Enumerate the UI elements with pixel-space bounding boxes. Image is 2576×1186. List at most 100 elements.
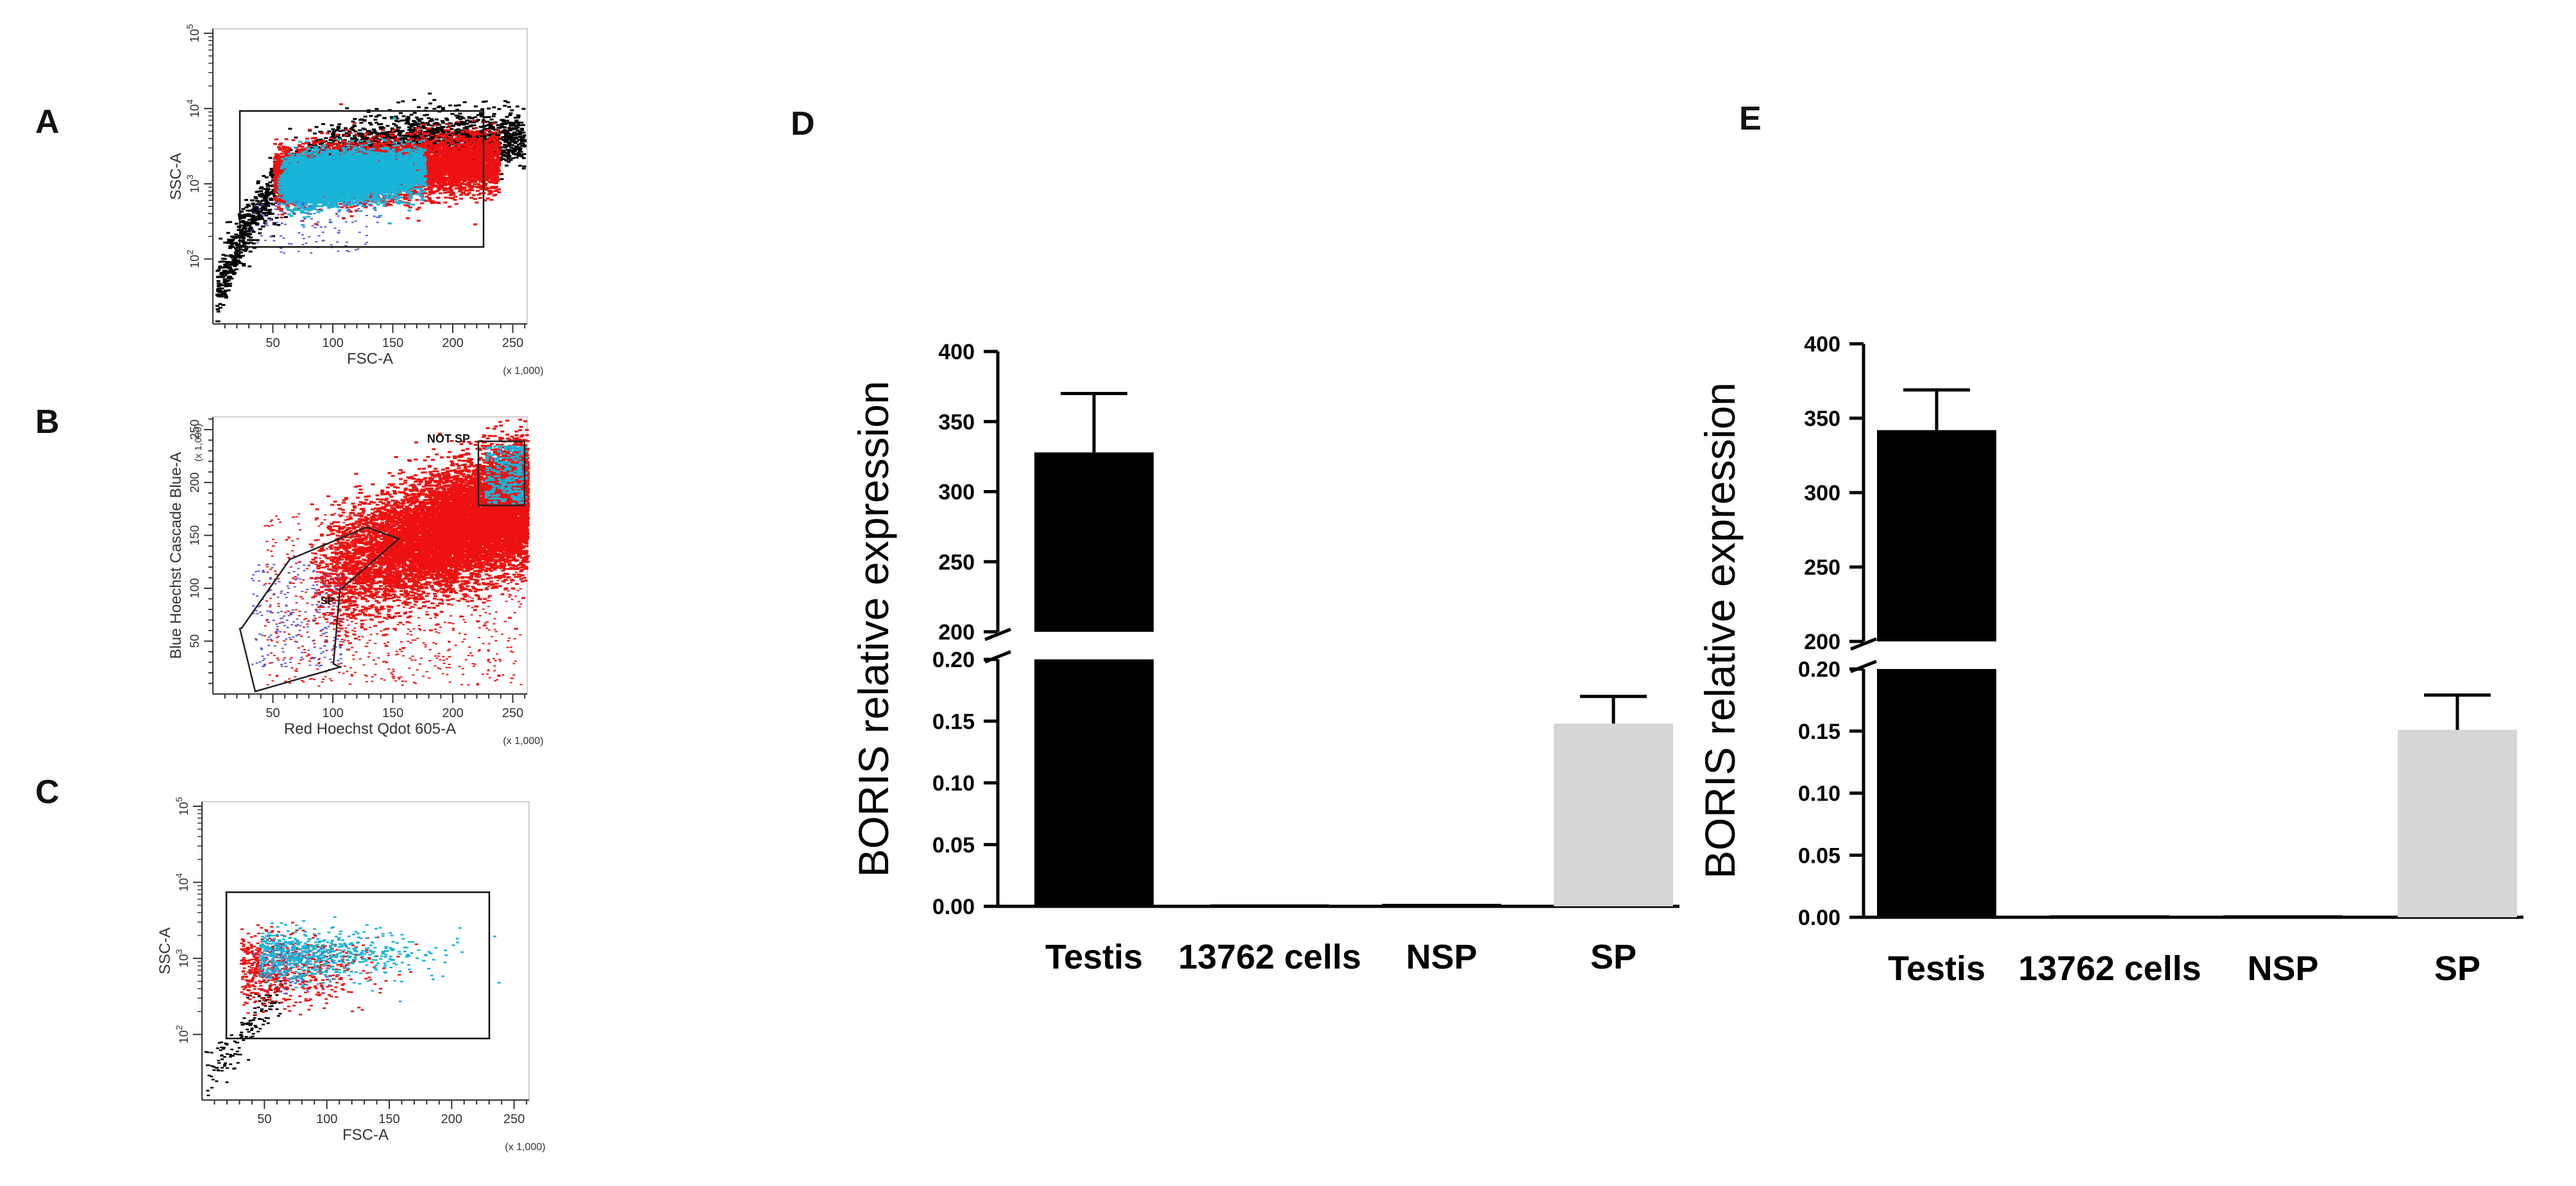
x-tick-label: 150 bbox=[382, 336, 403, 350]
y-tick-label-upper: 350 bbox=[938, 410, 975, 434]
x-tick-label: 250 bbox=[502, 336, 523, 350]
x-tick-label: 150 bbox=[378, 1112, 400, 1126]
not-sp-gate-label: NOT SP bbox=[427, 432, 470, 445]
y-axis-label: BORIS relative expression bbox=[850, 381, 897, 877]
panel-letter-a: A bbox=[35, 103, 60, 140]
x-tick-label: 100 bbox=[322, 336, 343, 350]
x-tick-label: 250 bbox=[503, 1112, 525, 1126]
bar-13762-cells bbox=[1210, 904, 1329, 906]
scatter-points bbox=[215, 92, 527, 323]
y-tick-label-lower: 0.20 bbox=[1798, 657, 1840, 682]
y-tick-label: 102 bbox=[174, 1025, 191, 1044]
x-tick-label: 250 bbox=[502, 706, 523, 720]
x-tick-label: 200 bbox=[442, 706, 463, 720]
panel-letter-d: D bbox=[791, 105, 815, 142]
y-tick-label-lower: 0.10 bbox=[932, 772, 975, 796]
category-label: Testis bbox=[1888, 949, 1985, 988]
bar-nsp bbox=[1382, 904, 1501, 906]
y-tick-label: 100 bbox=[189, 578, 202, 598]
y-tick-label-upper: 200 bbox=[1804, 630, 1840, 654]
flow-plot-a: 50 100 150 200 250 FSC-A (x 1,000) 102 103 104 105… bbox=[167, 24, 544, 377]
y-tick-label-lower: 0.05 bbox=[1798, 843, 1840, 868]
bar-sp bbox=[1554, 724, 1673, 906]
y-tick-label: 250 bbox=[189, 419, 202, 440]
y-tick-label: 200 bbox=[189, 472, 202, 493]
scatter-points bbox=[253, 949, 332, 995]
y-multiplier: (x 1,000) bbox=[193, 423, 204, 461]
y-tick-label-lower: 0.00 bbox=[1798, 906, 1840, 930]
x-multiplier: (x 1,000) bbox=[505, 1142, 545, 1153]
panel-letter-c: C bbox=[35, 774, 60, 811]
x-multiplier: (x 1,000) bbox=[503, 736, 543, 747]
scatter-points bbox=[258, 916, 501, 1003]
y-tick-label-lower: 0.20 bbox=[932, 648, 975, 672]
scatter-points bbox=[204, 956, 285, 1097]
scatter-points bbox=[308, 418, 530, 651]
axis-break-mark bbox=[1850, 637, 1877, 651]
y-tick-label: 105 bbox=[185, 24, 202, 42]
category-label: SP bbox=[1590, 938, 1637, 976]
y-tick-label-lower: 0.15 bbox=[932, 709, 975, 734]
y-tick-label: 104 bbox=[185, 99, 202, 118]
y-tick-label-upper: 250 bbox=[1804, 555, 1840, 580]
category-label: 13762 cells bbox=[1178, 938, 1361, 976]
x-tick-label: 150 bbox=[382, 706, 403, 720]
y-tick-label: 105 bbox=[174, 797, 191, 815]
category-label: 13762 cells bbox=[2018, 949, 2201, 988]
bar-sp bbox=[2398, 729, 2517, 917]
scatter-points bbox=[251, 201, 381, 254]
bar-chart-e: 200 250 300 350 400 0.00 0.05 0.10 0.15 0.20 BORIS… bbox=[1696, 332, 2523, 988]
x-axis-label: Red Hoechst Qdot 605-A bbox=[284, 720, 456, 738]
y-axis-label: SSC-A bbox=[167, 153, 185, 199]
flow-plot-b: 50 100 150 200 250 Red Hoechst Qdot 605-A (x 1… bbox=[167, 416, 544, 747]
y-tick-label: 104 bbox=[174, 873, 191, 892]
x-multiplier: (x 1,000) bbox=[503, 366, 543, 377]
sp-gate-polygon bbox=[239, 526, 401, 693]
gate-rectangle bbox=[239, 110, 485, 248]
panel-letter-e: E bbox=[1739, 100, 1762, 137]
y-tick-label: 150 bbox=[189, 525, 202, 546]
y-tick-label-upper: 300 bbox=[938, 480, 975, 505]
y-tick-label-upper: 350 bbox=[1804, 407, 1840, 431]
y-tick-label-upper: 300 bbox=[1804, 481, 1840, 505]
gate-rectangle bbox=[225, 891, 491, 1040]
panel-letter-b: B bbox=[35, 403, 60, 441]
x-tick-label: 50 bbox=[265, 336, 280, 350]
x-axis-label: FSC-A bbox=[342, 1126, 389, 1144]
category-label: Testis bbox=[1045, 938, 1143, 976]
bar-upper-testis bbox=[1877, 430, 1996, 641]
not-sp-gate bbox=[477, 440, 526, 507]
x-tick-label: 200 bbox=[441, 1112, 462, 1126]
bar-chart-d: 200 250 300 350 400 0.00 0.05 0.10 0.15 0.20 BORIS… bbox=[850, 340, 1679, 976]
y-tick-label-upper: 400 bbox=[938, 340, 975, 364]
flow-plot-c: 50 100 150 200 250 FSC-A (x 1,000) 102 103 104 105… bbox=[156, 797, 546, 1153]
category-label: NSP bbox=[1406, 938, 1477, 976]
y-tick-label: 103 bbox=[174, 949, 191, 967]
y-tick-label-upper: 200 bbox=[938, 620, 975, 645]
y-tick-label-upper: 400 bbox=[1804, 332, 1840, 357]
y-axis-label: SSC-A bbox=[156, 928, 174, 974]
bar-13762-cells bbox=[2050, 915, 2169, 917]
y-tick-label: 102 bbox=[185, 250, 202, 268]
y-axis-label: BORIS relative expression bbox=[1696, 382, 1744, 879]
x-tick-label: 50 bbox=[265, 706, 280, 720]
bar-testis bbox=[1034, 659, 1154, 906]
category-label: SP bbox=[2434, 949, 2480, 988]
y-tick-label-lower: 0.05 bbox=[932, 833, 975, 858]
x-tick-label: 100 bbox=[322, 706, 343, 720]
y-tick-label: 50 bbox=[189, 634, 202, 648]
bar-upper-testis bbox=[1034, 452, 1154, 632]
scatter-points bbox=[264, 513, 523, 687]
y-tick-label: 103 bbox=[185, 174, 202, 193]
axis-break-mark bbox=[984, 627, 1011, 641]
sp-gate-label: SP bbox=[321, 596, 335, 607]
x-tick-label: 50 bbox=[257, 1112, 271, 1126]
scatter-points bbox=[277, 117, 428, 226]
y-axis-label: Blue Hoechst Cascade Blue-A bbox=[167, 452, 185, 659]
y-tick-label-upper: 250 bbox=[938, 550, 975, 575]
bar-nsp bbox=[2223, 915, 2343, 917]
y-tick-label-lower: 0.00 bbox=[932, 895, 975, 919]
y-tick-label-lower: 0.10 bbox=[1798, 782, 1840, 806]
